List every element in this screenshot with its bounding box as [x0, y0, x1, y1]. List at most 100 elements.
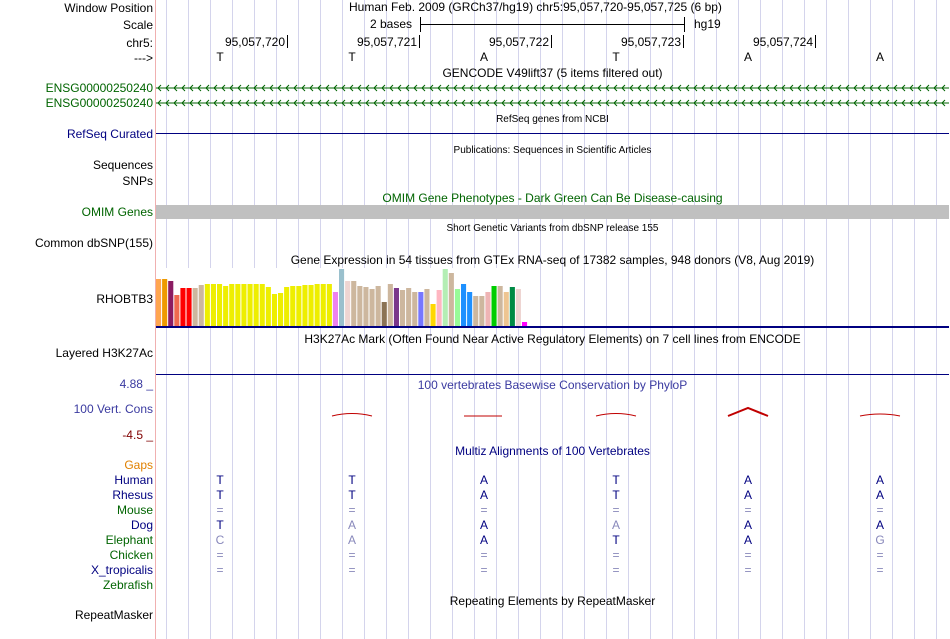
gtex-tissue-bar[interactable] — [467, 292, 473, 326]
gtex-tissue-bar[interactable] — [308, 285, 314, 326]
multiz-base: A — [611, 518, 620, 532]
gtex-tissue-bar[interactable] — [186, 288, 192, 326]
gtex-tissue-bar[interactable] — [223, 286, 229, 326]
ruler-tick — [419, 35, 420, 48]
gtex-tissue-bar[interactable] — [503, 292, 509, 326]
gtex-tissue-bar[interactable] — [162, 279, 168, 326]
gtex-tissue-bar[interactable] — [485, 292, 491, 326]
gtex-tissue-bar[interactable] — [515, 289, 521, 326]
gtex-tissue-bar[interactable] — [442, 269, 448, 326]
ruler-tick — [815, 35, 816, 48]
publications-track-title: Publications: Sequences in Scientific Ar… — [453, 145, 652, 156]
gencode-gene-feature-2[interactable] — [156, 97, 949, 110]
multiz-species-label[interactable]: Zebrafish — [102, 578, 153, 592]
phylop-track-label[interactable]: 100 Vert. Cons — [73, 402, 153, 416]
gtex-tissue-bar[interactable] — [424, 289, 430, 326]
gtex-tissue-bar[interactable] — [461, 284, 467, 326]
dbsnp-track-label[interactable]: Common dbSNP(155) — [34, 236, 153, 250]
gtex-tissue-bar[interactable] — [296, 286, 302, 326]
grid-line — [738, 0, 739, 639]
gtex-tissue-bar[interactable] — [412, 292, 418, 326]
gtex-tissue-bar[interactable] — [156, 279, 162, 326]
snps-track-label[interactable]: SNPs — [122, 174, 153, 188]
gtex-tissue-bar[interactable] — [454, 289, 460, 326]
multiz-base: T — [612, 473, 620, 487]
gtex-tissue-bar[interactable] — [290, 286, 296, 326]
gtex-tissue-bar[interactable] — [180, 288, 186, 326]
multiz-base: A — [743, 488, 752, 502]
gtex-tissue-bar[interactable] — [271, 294, 277, 326]
gtex-tissue-bar[interactable] — [204, 284, 210, 326]
gtex-tissue-bar[interactable] — [418, 292, 424, 326]
multiz-base: = — [216, 503, 224, 517]
gtex-tissue-bar[interactable] — [198, 285, 204, 326]
gtex-tissue-bar[interactable] — [278, 293, 284, 326]
gtex-tissue-bar[interactable] — [259, 284, 265, 326]
gtex-gene-label[interactable]: RHOBTB3 — [96, 292, 153, 306]
gtex-tissue-bar[interactable] — [241, 284, 247, 326]
gtex-tissue-bar[interactable] — [522, 322, 528, 326]
gtex-tissue-bar[interactable] — [357, 286, 363, 326]
gtex-tissue-bar[interactable] — [406, 288, 412, 326]
gencode-item-label-2[interactable]: ENSG00000250240 — [45, 96, 153, 110]
gtex-tissue-bar[interactable] — [247, 284, 253, 326]
gtex-tissue-bar[interactable] — [436, 290, 442, 326]
phylop-plot[interactable] — [156, 400, 949, 430]
multiz-species-label[interactable]: Elephant — [105, 533, 153, 547]
gencode-gene-feature[interactable] — [156, 82, 949, 95]
gtex-tissue-bar[interactable] — [497, 286, 503, 326]
multiz-species-label[interactable]: Mouse — [116, 503, 153, 517]
gtex-tissue-bar[interactable] — [326, 284, 332, 326]
gtex-tissue-bar[interactable] — [320, 284, 326, 326]
multiz-species-label[interactable]: X_tropicalis — [90, 563, 153, 577]
gtex-tissue-bar[interactable] — [369, 289, 375, 326]
gtex-tissue-bar[interactable] — [509, 287, 515, 326]
multiz-species-label[interactable]: Rhesus — [112, 488, 153, 502]
omim-gene-bar[interactable] — [156, 205, 949, 219]
scale-text: 2 bases — [370, 17, 413, 31]
gtex-tissue-bar[interactable] — [430, 304, 436, 326]
gtex-tissue-bar[interactable] — [168, 281, 174, 326]
gtex-tissue-bar[interactable] — [265, 287, 271, 326]
gtex-tissue-bar[interactable] — [174, 295, 180, 326]
omim-track-label[interactable]: OMIM Genes — [81, 205, 153, 219]
gtex-tissue-bar[interactable] — [284, 287, 290, 326]
refseq-gene-line[interactable] — [156, 133, 949, 134]
gtex-tissue-bar[interactable] — [192, 288, 198, 326]
refseq-track-label[interactable]: RefSeq Curated — [66, 127, 153, 141]
gtex-tissue-bar[interactable] — [351, 281, 357, 326]
gtex-tissue-bar[interactable] — [217, 284, 223, 326]
multiz-base: A — [743, 533, 752, 547]
gtex-tissue-bar[interactable] — [363, 287, 369, 326]
gtex-tissue-bar[interactable] — [381, 302, 387, 326]
gtex-tissue-bar[interactable] — [314, 284, 320, 326]
sequences-track-label[interactable]: Sequences — [92, 158, 153, 172]
gtex-tissue-bar[interactable] — [253, 284, 259, 326]
multiz-base: = — [348, 548, 356, 562]
gtex-tissue-bar[interactable] — [491, 286, 497, 326]
gtex-chart[interactable] — [156, 268, 536, 327]
gtex-tissue-bar[interactable] — [339, 269, 345, 326]
multiz-species-label[interactable]: Chicken — [109, 548, 153, 562]
gtex-tissue-bar[interactable] — [400, 290, 406, 326]
gtex-tissue-bar[interactable] — [235, 284, 241, 326]
gtex-tissue-bar[interactable] — [387, 284, 393, 326]
gtex-tissue-bar[interactable] — [473, 296, 479, 326]
multiz-gaps-label[interactable]: Gaps — [124, 458, 153, 472]
h3k27ac-track-label[interactable]: Layered H3K27Ac — [55, 346, 153, 360]
multiz-species-label[interactable]: Human — [114, 473, 153, 487]
multiz-species-label[interactable]: Dog — [130, 518, 153, 532]
repeatmasker-track-label[interactable]: RepeatMasker — [74, 608, 153, 622]
gtex-tissue-bar[interactable] — [229, 284, 235, 326]
gtex-tissue-bar[interactable] — [332, 292, 338, 326]
multiz-base: = — [876, 563, 884, 577]
ruler-tick — [683, 35, 684, 48]
gtex-tissue-bar[interactable] — [448, 273, 454, 326]
gtex-tissue-bar[interactable] — [345, 281, 351, 326]
gtex-tissue-bar[interactable] — [479, 296, 485, 326]
gtex-tissue-bar[interactable] — [375, 286, 381, 326]
gencode-item-label[interactable]: ENSG00000250240 — [45, 81, 153, 95]
gtex-tissue-bar[interactable] — [302, 285, 308, 326]
gtex-tissue-bar[interactable] — [210, 284, 216, 326]
gtex-tissue-bar[interactable] — [393, 288, 399, 326]
